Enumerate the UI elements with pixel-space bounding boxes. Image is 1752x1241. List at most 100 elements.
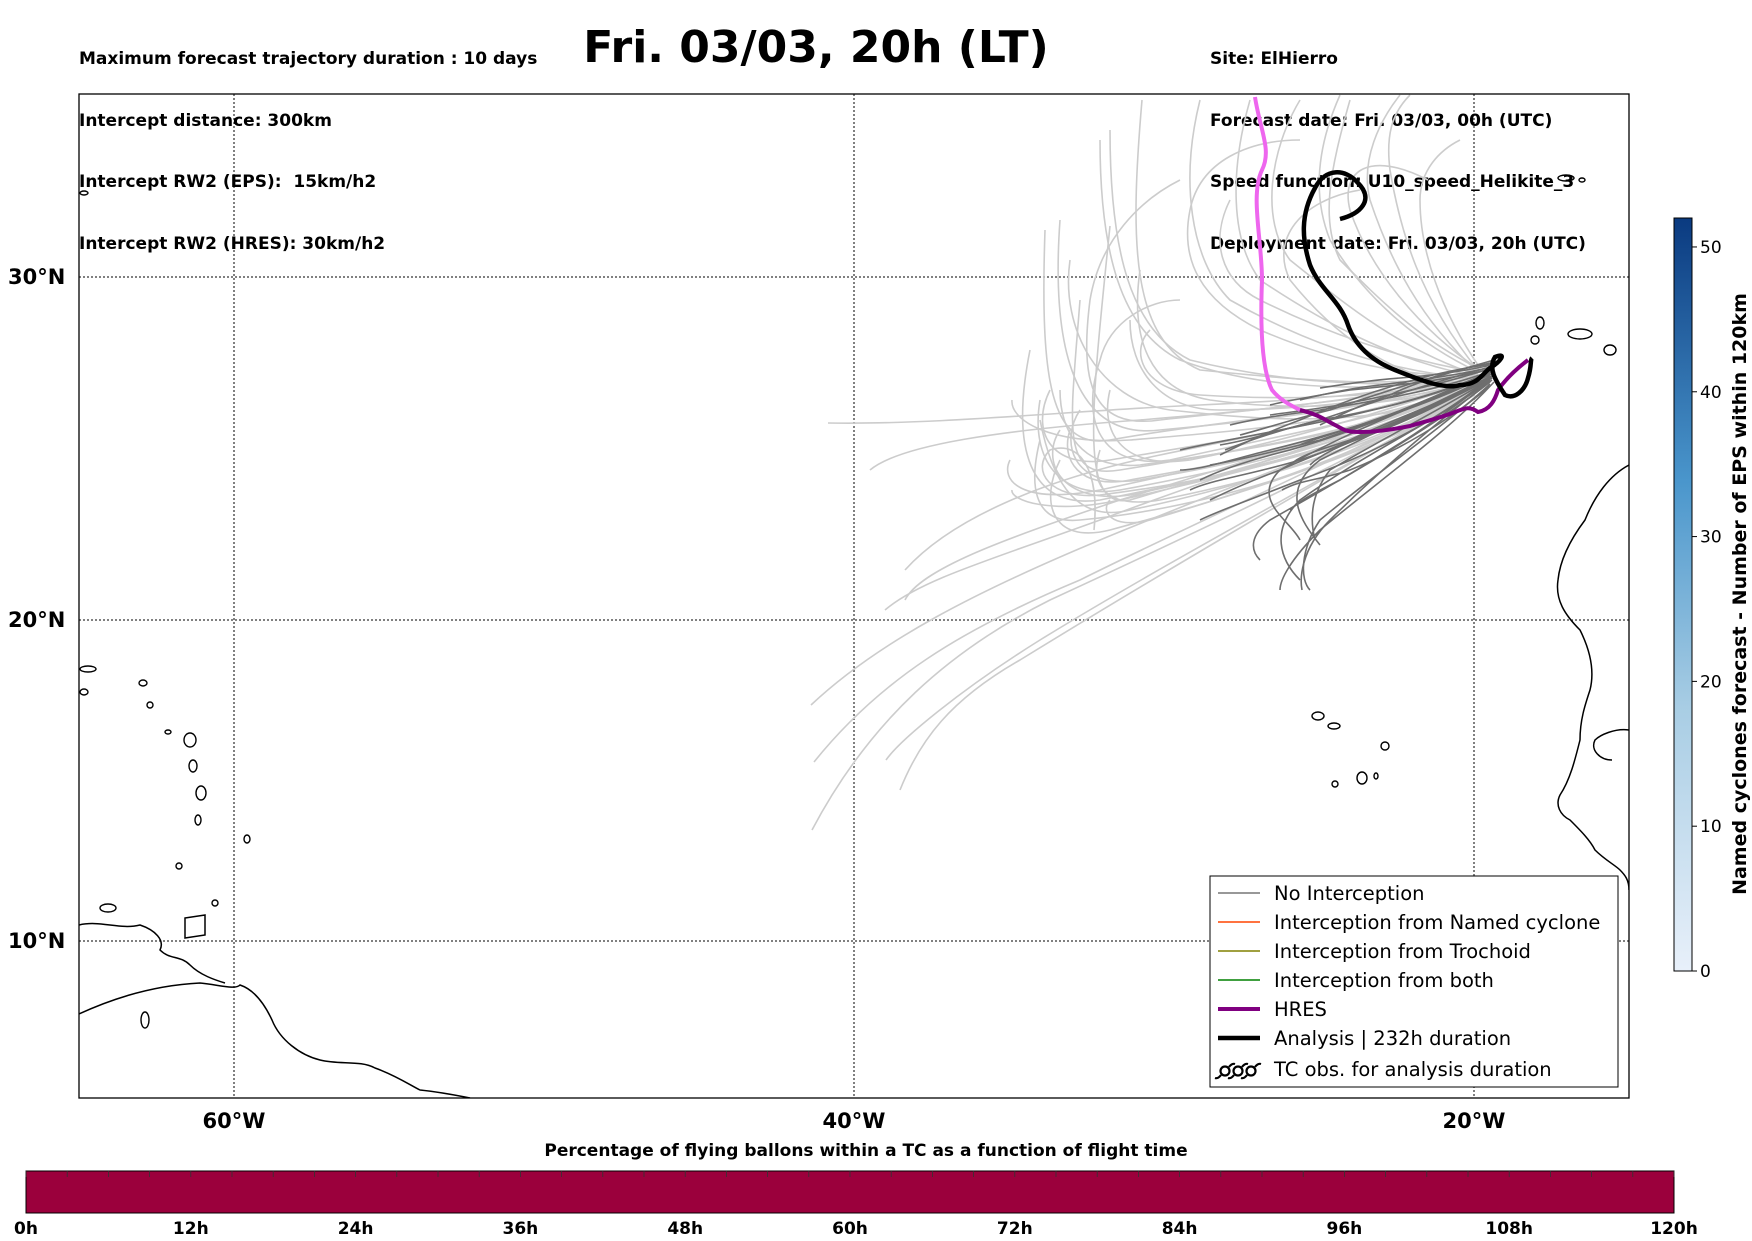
ensemble-track (1034, 394, 1476, 522)
map-frame (78, 93, 1630, 1099)
island-cape-verde (1380, 741, 1390, 751)
flight-bar-tick-label: 72h (997, 1219, 1033, 1239)
colorbar-tick-label: 40 (1700, 383, 1722, 403)
ensemble-track (1328, 99, 1479, 369)
coastlines (79, 464, 1629, 1098)
flight-bar-fill (25, 1170, 1675, 1214)
trajectory (1229, 369, 1495, 426)
ensemble-track (1219, 199, 1479, 373)
coastline-south-america (79, 982, 471, 1098)
island-caribbean (164, 729, 172, 735)
flight-bar-tick-label: 60h (832, 1219, 868, 1239)
island-caribbean (79, 665, 97, 673)
colorbar-tick-label: 0 (1700, 962, 1711, 982)
trajectory (1219, 363, 1495, 456)
ensemble-track (1136, 269, 1471, 408)
colorbar-ticks: 0 10 20 30 40 50 (1692, 238, 1722, 982)
hres-trajectory-early (1253, 96, 1301, 412)
island-canary (1603, 344, 1617, 356)
trajectory (1209, 377, 1489, 501)
islands (79, 174, 1617, 1029)
ensemble-trajectories-faded (810, 94, 1486, 831)
trajectory (1179, 373, 1491, 471)
lon-tick-label: 20°W (1443, 1109, 1506, 1133)
flight-bar-ticks: 0h 12h 24h 36h 48h 60h 72h 84h 96h 108h 120h (14, 1171, 1698, 1239)
trajectory (1299, 365, 1497, 401)
island-caribbean (211, 899, 219, 907)
info-line: Deployment date: Fri. 03/03, 20h (UTC) (1210, 233, 1586, 254)
island-caribbean (243, 834, 251, 844)
island-caribbean (146, 701, 154, 709)
tc-symbol-icon (1214, 1062, 1262, 1080)
trajectory (1319, 363, 1497, 389)
trajectory (1199, 375, 1493, 521)
trajectory (1319, 359, 1495, 426)
legend-label: TC obs. for analysis duration (1273, 1058, 1552, 1081)
ensemble-track (1283, 189, 1471, 387)
ensemble-track (1085, 179, 1471, 423)
flight-time-bar: Percentage of flying ballons within a TC… (14, 1141, 1698, 1239)
map-area (79, 94, 1629, 1098)
colorbar-tick-label: 10 (1700, 817, 1722, 837)
trajectory (1302, 383, 1491, 591)
coastline-venezuela (79, 922, 226, 984)
hres-trajectory (1299, 358, 1530, 435)
ensemble-track (1271, 99, 1476, 375)
island-caribbean (183, 732, 197, 748)
island-madeira (1578, 177, 1586, 183)
page-title: Fri. 03/03, 20h (LT) (583, 22, 1049, 73)
island-caribbean (138, 679, 148, 687)
island-cape-verde (1327, 722, 1341, 730)
lon-tick-label: 40°W (823, 1109, 886, 1133)
trajectory (1279, 381, 1495, 591)
info-line: Forecast date: Fri. 03/03, 00h (UTC) (1210, 110, 1553, 131)
legend-label: Interception from both (1274, 969, 1494, 992)
island-canary (1567, 328, 1593, 340)
ensemble-track (1105, 391, 1473, 524)
island-caribbean (188, 759, 198, 773)
island-caribbean (99, 903, 117, 913)
colorbar-tick-label: 30 (1700, 528, 1722, 548)
legend-label: Interception from Trochoid (1274, 940, 1531, 963)
ensemble-track (1347, 164, 1481, 371)
flight-bar-tick-label: 12h (173, 1219, 209, 1239)
coastline-africa (1556, 464, 1629, 891)
trajectory (1209, 369, 1495, 466)
ensemble-track (1139, 329, 1479, 399)
flight-bar-tick-label: 24h (338, 1219, 374, 1239)
island-caribbean (140, 1011, 150, 1029)
lat-tick-label: 30°N (8, 265, 65, 289)
ensemble-track (811, 387, 1481, 831)
colorbar-gradient (1673, 217, 1693, 972)
flight-bar-tick-label: 84h (1162, 1219, 1198, 1239)
island-cape-verde (1356, 771, 1368, 785)
ensemble-track (899, 391, 1476, 791)
legend-box (1209, 875, 1619, 1088)
flight-bar-tick-label: 0h (14, 1219, 38, 1239)
island-cape-verde (1373, 772, 1379, 780)
colorbar-tick-label: 50 (1700, 238, 1722, 258)
trajectory (1199, 371, 1493, 481)
island-madeira (1557, 174, 1575, 182)
ensemble-track (813, 384, 1481, 763)
ensemble-track (1067, 259, 1479, 420)
ensemble-track (885, 389, 1479, 761)
coastline-africa-west-bulge (1593, 728, 1629, 761)
ensemble-track (904, 377, 1486, 601)
ensemble-track (1135, 99, 1481, 383)
island-canary (1530, 335, 1540, 345)
island-cape-verde (1311, 711, 1325, 721)
lat-tick-label: 10°N (8, 929, 65, 953)
colorbar-tick-label: 20 (1700, 672, 1722, 692)
trajectory (1179, 371, 1491, 451)
colorbar-label: Named cyclones forecast - Number of EPS … (1729, 293, 1751, 895)
flight-bar-tick-label: 36h (503, 1219, 539, 1239)
forecast-parameters: Maximum forecast trajectory duration : 1… (79, 8, 537, 275)
coastline-trinidad (184, 914, 206, 939)
info-line: Maximum forecast trajectory duration : 1… (79, 49, 538, 69)
ensemble-track (1318, 94, 1479, 373)
trajectory (1269, 367, 1493, 416)
island-caribbean (194, 814, 202, 826)
legend-label: HRES (1274, 998, 1327, 1021)
